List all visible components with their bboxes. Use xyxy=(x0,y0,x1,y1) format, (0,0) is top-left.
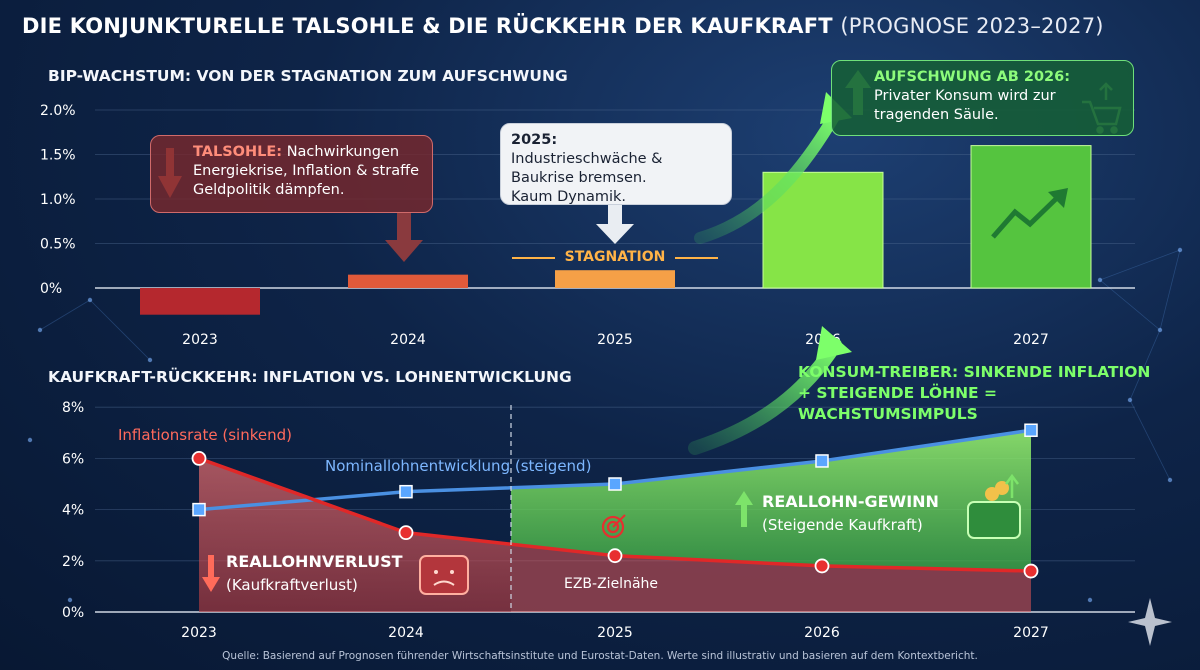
target-icon xyxy=(601,514,626,539)
gdp-y-tick-label: 1.5% xyxy=(40,148,76,164)
gdp-bar-2025 xyxy=(555,270,675,288)
wage-x-tick-label: 2027 xyxy=(1013,625,1049,641)
gdp-y-tick-label: 0.5% xyxy=(40,237,76,253)
inflation-point-2027 xyxy=(1023,563,1039,579)
upswing-arrow-shaft xyxy=(694,109,841,244)
gdp-y-tick-label: 2.0% xyxy=(40,103,76,119)
y2025-label: 2025: xyxy=(511,132,558,148)
gdp-y-ticks: 0% 0.5% 1.0% 1.5% 2.0% xyxy=(40,103,76,297)
aufschwung-callout: AUFSCHWUNG AB 2026: Privater Konsum wird… xyxy=(831,60,1134,136)
gdp-bars xyxy=(140,145,1092,315)
sparkle-icon xyxy=(1128,598,1172,646)
wage-x-ticks: 2023 2024 2025 2026 2027 xyxy=(181,625,1049,641)
wage-y-ticks: 0% 2% 4% 6% 8% xyxy=(62,400,84,621)
y2025-arrow-shaft xyxy=(608,205,622,225)
wages-point-2023 xyxy=(192,502,206,517)
wages-point-2025 xyxy=(608,477,622,491)
gdp-bar-2024 xyxy=(348,274,468,288)
source-footer: Quelle: Basierend auf Prognosen führende… xyxy=(222,650,978,662)
loss-arrow-icon xyxy=(208,555,214,579)
reallohn-gewinn-sub: (Steigende Kaufkraft) xyxy=(762,516,923,534)
wage-y-tick-label: 6% xyxy=(62,451,84,467)
gain-arrow-icon xyxy=(741,503,747,527)
reallohnverlust-label: REALLOHNVERLUST xyxy=(226,552,403,571)
konsum-arrow-head xyxy=(816,326,852,360)
gdp-x-tick-label: 2025 xyxy=(597,332,633,348)
konsum-arrow-shaft xyxy=(688,338,842,455)
wages-point-2027 xyxy=(1024,423,1038,437)
talsohle-callout: TALSOHLE: Nachwirkungen Energiekrise, In… xyxy=(150,135,433,213)
reallohnverlust-sub: (Kaufkraftverlust) xyxy=(226,576,358,594)
y2025-text: Industrieschwäche & Baukrise bremsen. Ka… xyxy=(511,151,663,205)
wages-point-2024 xyxy=(399,484,413,499)
gain-arrow-icon-head xyxy=(735,491,753,505)
wage-chart-title: KAUFKRAFT-RÜCKKEHR: INFLATION VS. LOHNEN… xyxy=(48,368,572,386)
title-subtitle: (PROGNOSE 2023–2027) xyxy=(840,14,1104,38)
inflation-point-2024 xyxy=(398,525,414,541)
gdp-x-tick-label: 2027 xyxy=(1013,332,1049,348)
talsohle-label: TALSOHLE: xyxy=(193,144,283,160)
talsohle-arrow-head xyxy=(385,240,423,262)
gdp-bar-2023 xyxy=(140,288,260,315)
inflation-point-2023 xyxy=(191,450,207,466)
wage-x-tick-label: 2025 xyxy=(597,625,633,641)
sad-wallet-icon xyxy=(419,555,469,595)
talsohle-text: Nachwirkungen Energiekrise, Inflation & … xyxy=(193,144,419,198)
title-main: DIE KONJUNKTURELLE TALSOHLE & DIE RÜCKKE… xyxy=(22,14,833,38)
trend-up-icon xyxy=(991,193,1062,239)
wage-y-tick-label: 8% xyxy=(62,400,84,416)
y2025-callout: 2025: Industrieschwäche & Baukrise brems… xyxy=(500,123,732,205)
gdp-y-tick-label: 1.0% xyxy=(40,192,76,208)
gain-area xyxy=(511,430,1031,572)
gdp-bar-2027 xyxy=(970,145,1092,289)
reallohn-gewinn-label: REALLOHN-GEWINN xyxy=(762,492,939,511)
gdp-x-tick-label: 2023 xyxy=(182,332,218,348)
stagnation-label: STAGNATION xyxy=(564,249,666,265)
gdp-chart-title: BIP-WACHSTUM: VON DER STAGNATION ZUM AUF… xyxy=(48,67,568,85)
wage-x-tick-label: 2023 xyxy=(181,625,217,641)
legend-inflation: Inflationsrate (sinkend) xyxy=(118,426,292,444)
page-title: DIE KONJUNKTURELLE TALSOHLE & DIE RÜCKKE… xyxy=(22,14,1104,38)
aufschwung-label: AUFSCHWUNG AB 2026: xyxy=(874,69,1071,85)
wage-y-tick-label: 2% xyxy=(62,554,84,570)
wage-y-tick-label: 4% xyxy=(62,503,84,519)
legend-wages: Nominallohnentwicklung (steigend) xyxy=(325,457,592,475)
konsum-treiber-note: KONSUM-TREIBER: SINKENDE INFLATION + STE… xyxy=(798,363,1151,423)
trend-up-icon-head xyxy=(1048,188,1068,208)
aufschwung-text: Privater Konsum wird zur tragenden Säule… xyxy=(874,88,1056,123)
talsohle-arrow-shaft xyxy=(397,213,411,241)
wage-x-tick-label: 2024 xyxy=(388,625,424,641)
wage-y-tick-label: 0% xyxy=(62,605,84,621)
happy-wallet-icon xyxy=(967,473,1021,539)
ezb-label: EZB-Zielnähe xyxy=(564,576,659,592)
gdp-x-tick-label: 2024 xyxy=(390,332,426,348)
inflation-point-2025 xyxy=(607,548,623,564)
wage-x-tick-label: 2026 xyxy=(804,625,840,641)
y2025-arrow-head xyxy=(596,224,634,244)
inflation-area xyxy=(511,544,1031,612)
inflation-point-2026 xyxy=(814,558,830,574)
wage-points xyxy=(191,423,1039,579)
wages-point-2026 xyxy=(815,454,829,468)
loss-arrow-icon-head xyxy=(202,577,220,592)
gdp-y-tick-label: 0% xyxy=(40,281,62,297)
